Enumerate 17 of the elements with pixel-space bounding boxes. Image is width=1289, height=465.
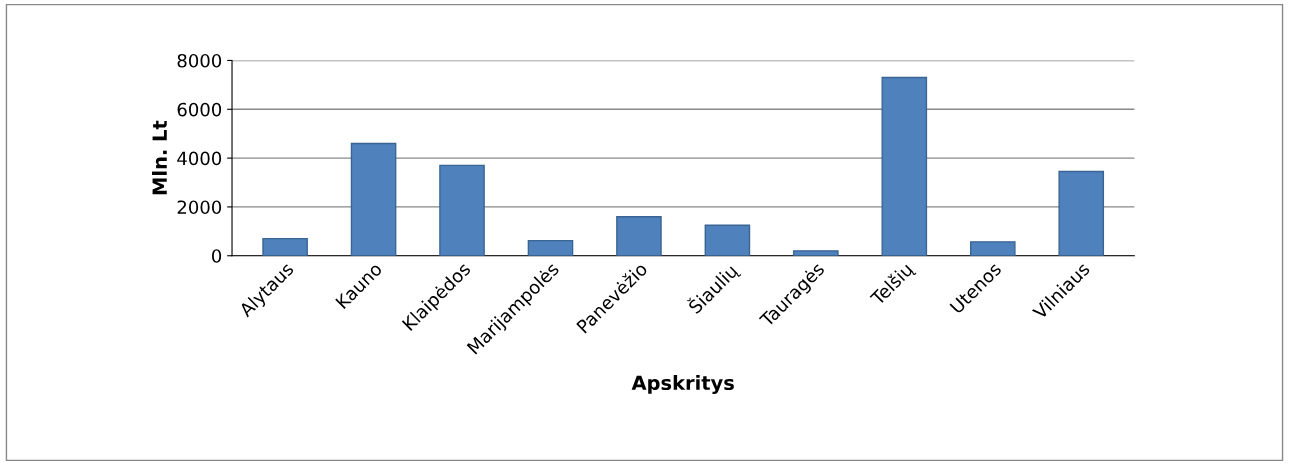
x-axis-title: Apskritys — [631, 375, 734, 395]
bar — [1058, 170, 1105, 256]
bar — [350, 142, 397, 256]
bar — [616, 215, 662, 256]
bar — [704, 224, 751, 256]
bar — [793, 250, 839, 256]
y-tick-label: 0 — [212, 249, 222, 263]
y-tick-label: 2000 — [177, 200, 222, 215]
bar — [262, 237, 308, 256]
bar — [527, 239, 574, 256]
y-axis-title: Mln. Lt — [151, 120, 167, 195]
y-tick-label: 4000 — [177, 151, 222, 166]
bar — [881, 76, 928, 256]
bar — [969, 241, 1016, 256]
y-tick-label: 8000 — [177, 53, 222, 68]
y-tick-label: 6000 — [177, 102, 222, 117]
bar — [439, 164, 485, 256]
